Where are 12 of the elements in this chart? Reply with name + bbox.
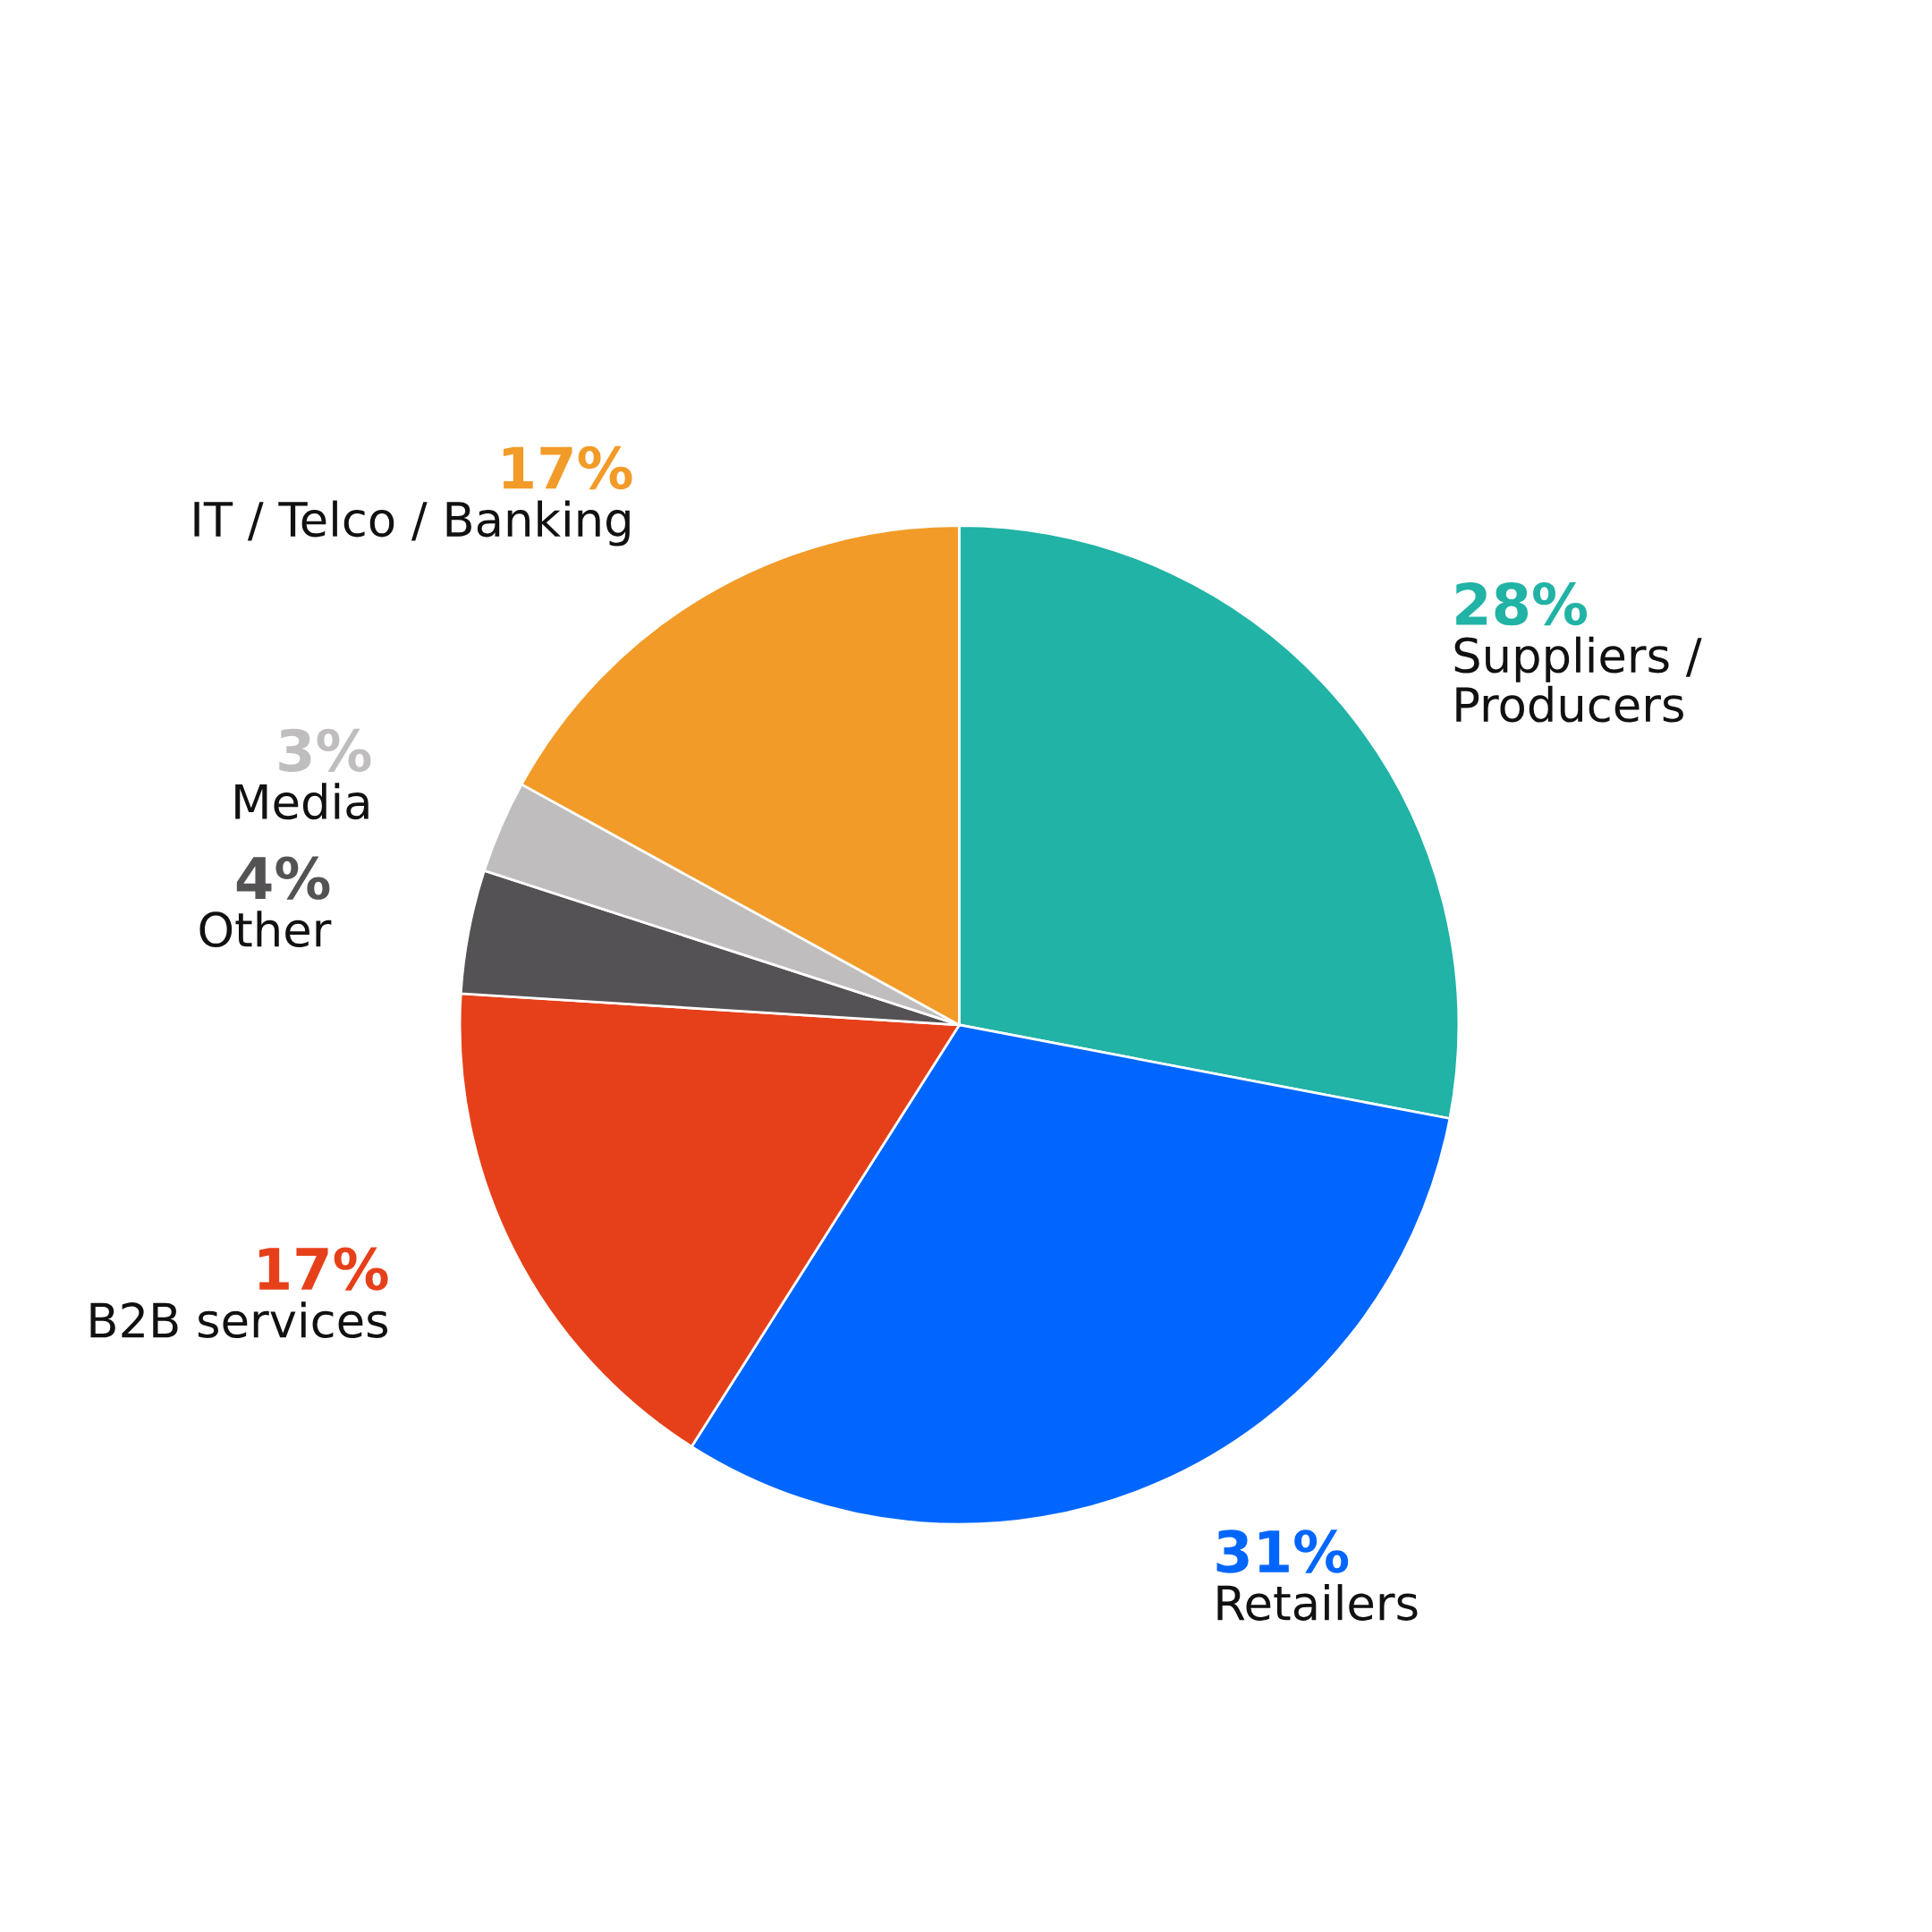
slice-label: Retailers <box>1217 1584 1418 1621</box>
data-label: 31% <box>1216 1530 1349 1573</box>
data-label: 17% <box>503 445 632 490</box>
slice-label: Other <box>199 911 332 948</box>
slice-label: Media <box>235 783 369 820</box>
data-label: 17% <box>258 1247 388 1291</box>
data-label: 28% <box>1456 581 1588 626</box>
slice-label: Suppliers / Producers <box>1454 636 1702 723</box>
data-label: 3% <box>279 728 371 772</box>
data-label: 4% <box>236 856 330 900</box>
slice-label: IT / Telco / Banking <box>194 500 630 547</box>
slice-label: B2B services <box>90 1301 388 1338</box>
